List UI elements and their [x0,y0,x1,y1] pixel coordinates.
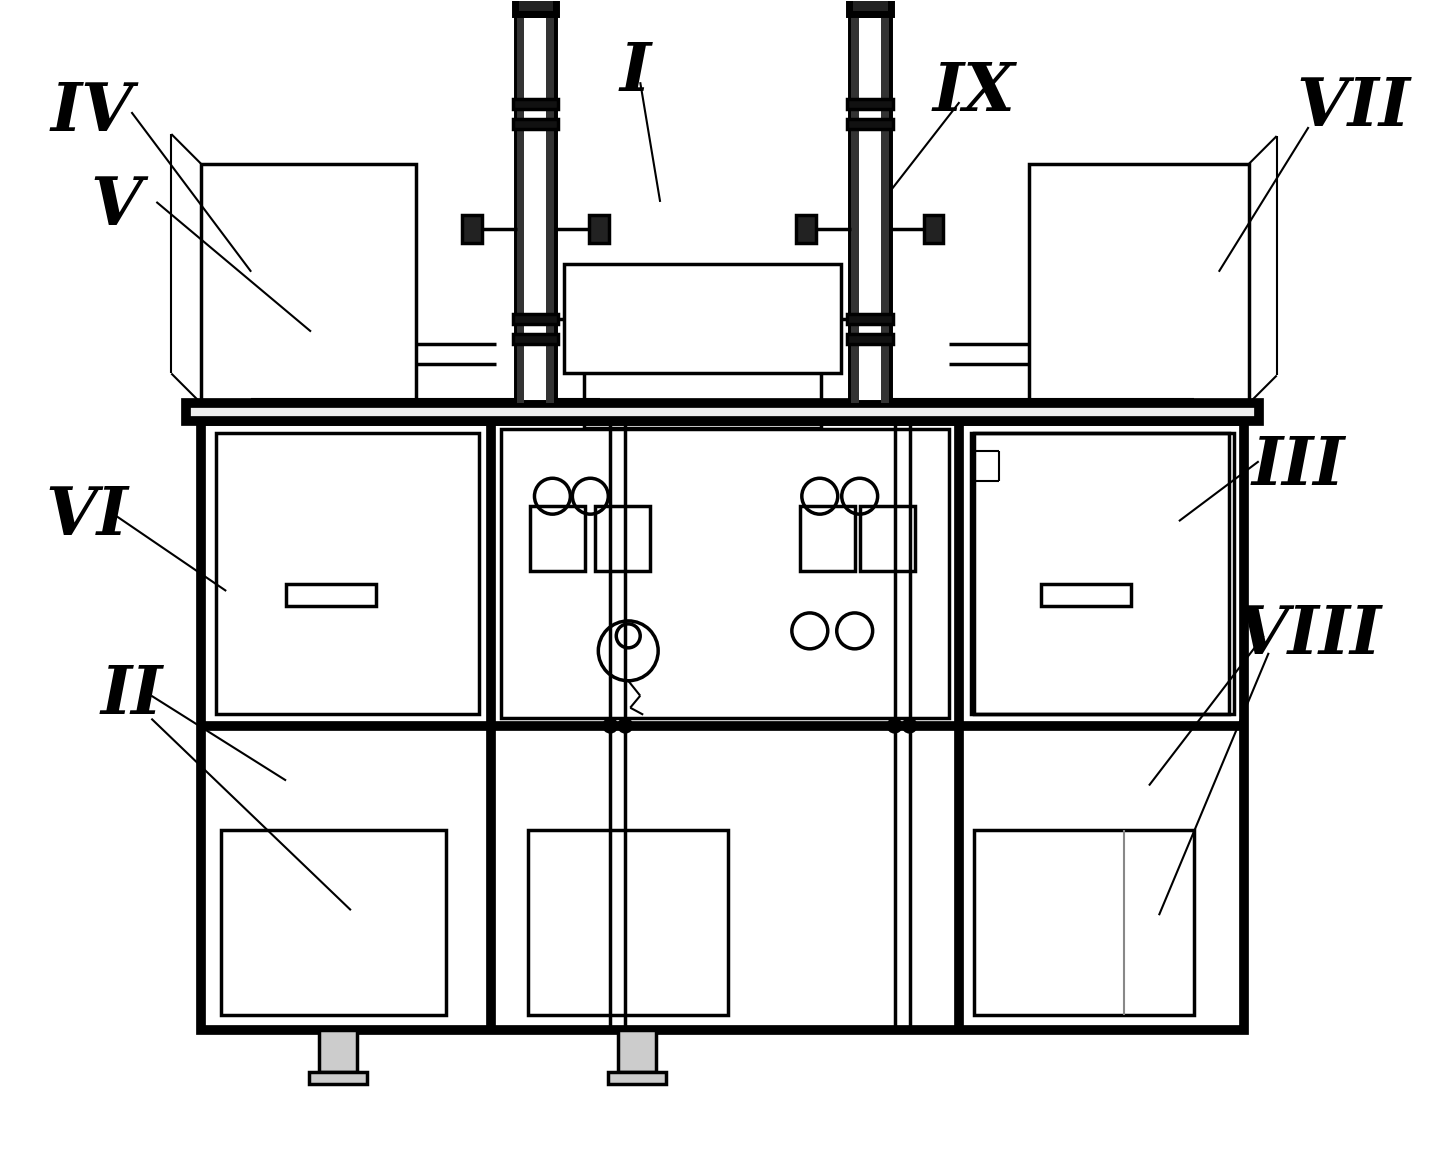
Bar [861,20,878,398]
Bar [974,433,1229,714]
Circle shape [901,717,917,734]
Circle shape [887,717,903,734]
Bar [564,264,840,374]
Bar [881,14,888,403]
Bar [526,20,544,398]
Bar [310,1072,366,1083]
Circle shape [602,717,618,734]
Bar [859,506,915,571]
Bar [512,120,558,129]
Bar [201,421,1243,1030]
Text: VII: VII [1297,74,1410,139]
Bar [595,506,650,571]
Bar [851,14,888,403]
Bar [923,215,944,243]
Bar [318,1030,356,1072]
Text: III: III [1252,434,1345,499]
Bar [795,215,816,243]
Bar [851,14,859,403]
Text: II: II [100,663,163,728]
Bar [512,99,558,109]
Bar [201,164,416,403]
Bar [528,830,728,1015]
Bar [217,433,478,714]
Bar [800,506,855,571]
Bar [186,403,1259,421]
Bar [846,313,893,324]
Text: VIII: VIII [1236,604,1381,669]
Bar [1029,164,1249,403]
Bar [516,14,554,403]
Bar [849,0,891,14]
Text: I: I [619,39,651,104]
Text: IX: IX [933,59,1016,124]
Bar [516,14,525,403]
Bar [971,433,1234,714]
Bar [515,0,557,14]
Bar [547,14,554,403]
Bar [500,430,949,717]
Bar [512,333,558,344]
Bar [512,313,558,324]
Bar [608,1072,666,1083]
Bar [974,830,1194,1015]
Text: IV: IV [49,80,132,145]
Bar [461,215,481,243]
Bar [846,99,893,109]
Bar [589,215,609,243]
Bar [531,506,586,571]
Bar [846,333,893,344]
Text: VI: VI [45,484,128,549]
Bar [618,1030,656,1072]
Bar [1041,584,1131,606]
Bar [846,120,893,129]
Circle shape [618,717,634,734]
Text: V: V [90,174,142,239]
Bar [221,830,446,1015]
Bar [286,584,375,606]
